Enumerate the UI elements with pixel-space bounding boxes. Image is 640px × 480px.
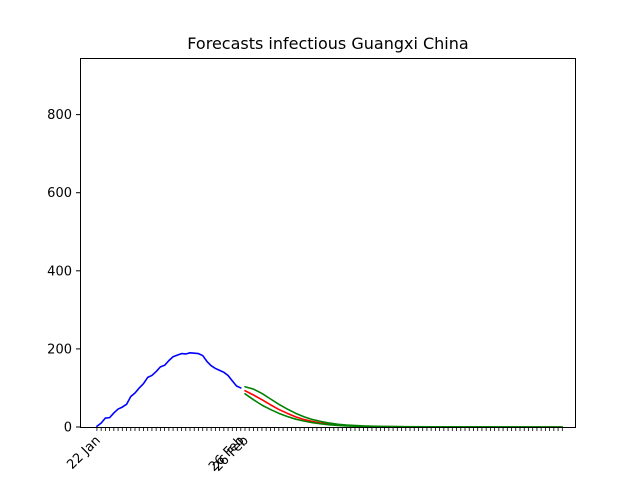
series-line-1	[96, 352, 242, 428]
y-tick-label: 800	[47, 108, 72, 123]
series-line-4	[244, 393, 564, 428]
chart-title: Forecasts infectious Guangxi China	[187, 34, 468, 53]
y-tick-label: 200	[47, 342, 72, 357]
plot-frame	[80, 58, 576, 428]
y-tick-label: 600	[47, 186, 72, 201]
series-layer	[96, 352, 564, 428]
y-tick-label: 0	[64, 421, 72, 436]
y-tick-label: 400	[47, 264, 72, 279]
